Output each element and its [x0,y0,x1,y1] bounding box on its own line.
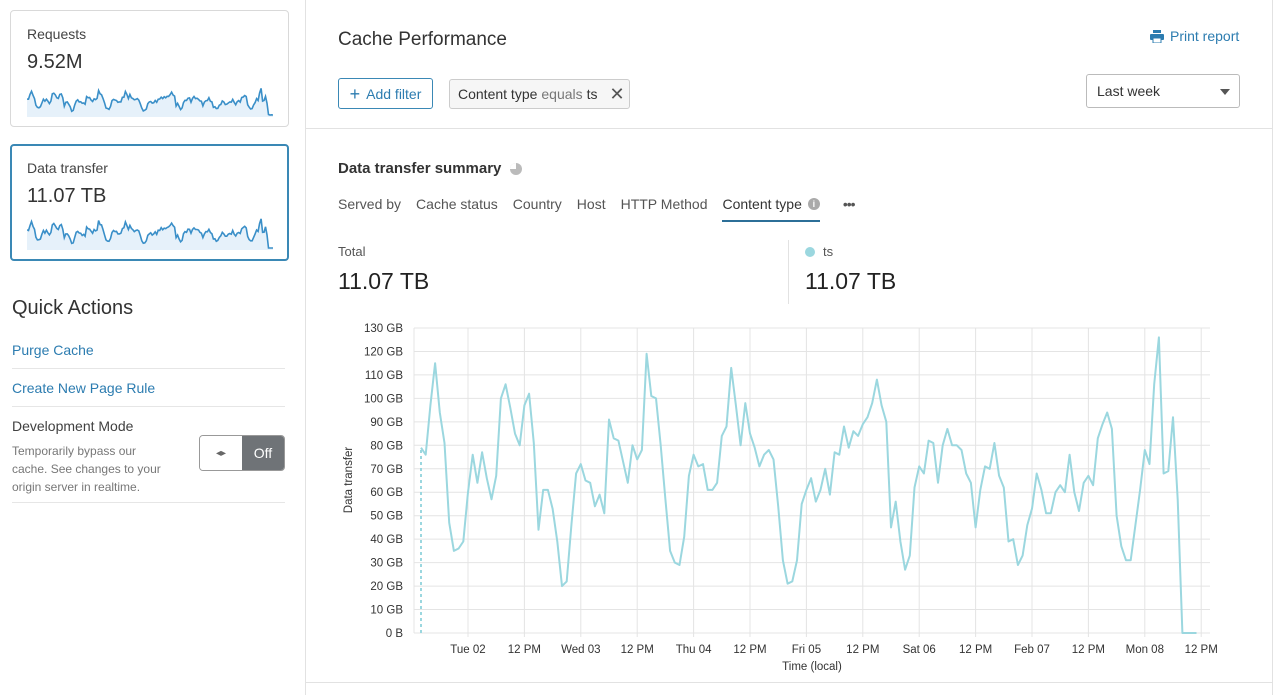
tab-content-type[interactable]: Content type i [722,196,820,222]
x-tick-label: 12 PM [1072,644,1105,656]
tab-served-by[interactable]: Served by [338,196,401,222]
divider [306,682,1273,683]
time-range-value: Last week [1097,83,1161,99]
requests-sparkline [27,87,273,117]
toggle-arrows-icon: ◂▸ [200,436,242,470]
y-tick-label: 130 GB [364,323,403,335]
dev-mode-toggle[interactable]: ◂▸ Off [199,435,285,471]
summary-tabs: Served by Cache status Country Host HTTP… [338,196,870,222]
x-tick-label: Mon 08 [1126,644,1164,656]
add-filter-label: Add filter [366,85,422,102]
plus-icon: + [349,83,361,104]
print-report-link[interactable]: Print report [1150,28,1239,44]
series-label: ts [823,244,834,259]
quick-actions-title: Quick Actions [12,297,134,319]
x-tick-label: 12 PM [959,644,992,656]
y-tick-label: 120 GB [364,346,403,358]
sparkline-area [27,88,273,117]
divider [306,128,1273,129]
x-tick-label: 12 PM [1185,644,1218,656]
sidebar: Requests 9.52M Data transfer 11.07 TB Qu… [0,0,306,695]
y-tick-label: 10 GB [370,605,403,617]
dev-mode-description: Temporarily bypass our cache. See change… [12,444,161,494]
printer-icon [1150,29,1164,43]
dev-mode-title: Development Mode [12,418,134,434]
y-axis-title: Data transfer [343,447,355,514]
data-transfer-card[interactable]: Data transfer 11.07 TB [10,144,289,261]
caret-down-icon [1220,89,1230,95]
filter-value: ts [586,86,598,102]
pie-chart-icon[interactable] [509,162,523,176]
series-line-ts [420,336,1197,634]
y-tick-label: 110 GB [365,370,403,382]
x-tick-label: Feb 07 [1014,644,1050,656]
sparkline-line [27,218,273,249]
y-tick-label: 30 GB [370,558,403,570]
divider [12,368,285,369]
x-tick-label: 12 PM [733,644,766,656]
print-report-label: Print report [1170,28,1240,44]
y-tick-label: 80 GB [370,440,403,452]
requests-card[interactable]: Requests 9.52M [10,10,289,127]
x-tick-label: 12 PM [621,644,654,656]
y-tick-label: 20 GB [370,581,403,593]
sparkline-line [27,87,273,116]
card-label: Data transfer [27,160,108,176]
divider [788,240,789,304]
card-value: 9.52M [27,51,83,73]
card-value: 11.07 TB [27,185,107,207]
divider [12,406,285,407]
x-tick-label: 12 PM [508,644,541,656]
x-tick-label: Tue 02 [450,644,485,656]
tab-label: Host [576,196,606,212]
x-tick-label: Fri 05 [792,644,821,656]
x-tick-label: 12 PM [846,644,879,656]
x-tick-label: Thu 04 [676,644,712,656]
series-value: 11.07 TB [805,268,897,294]
sparkline-area [27,218,273,250]
toggle-state: Off [242,436,284,470]
add-filter-button[interactable]: + Add filter [338,78,433,109]
y-tick-label: 50 GB [370,511,403,523]
filter-field: Content type [458,86,538,102]
page-title: Cache Performance [338,29,507,50]
y-tick-label: 100 GB [364,393,403,405]
tab-label: Cache status [416,196,498,212]
more-tabs-button[interactable]: ••• [842,196,856,212]
tab-cache-status[interactable]: Cache status [416,196,498,222]
total-value: 11.07 TB [338,268,430,294]
tab-label: HTTP Method [620,196,708,212]
y-tick-label: 90 GB [370,417,403,429]
summary-title: Data transfer summary [338,160,523,177]
purge-cache-link[interactable]: Purge Cache [12,342,94,358]
data-transfer-sparkline [27,218,273,250]
filter-operator: equals [541,86,583,102]
tab-label: Served by [338,196,402,212]
data-transfer-chart: 0 B 10 GB 20 GB 30 GB 40 GB 50 GB 60 GB 70 GB 80… [343,323,1218,673]
info-icon[interactable]: i [807,198,820,210]
total-label: Total [338,244,366,259]
y-tick-label: 70 GB [370,464,403,476]
series-color-dot [805,246,815,257]
tab-country[interactable]: Country [513,196,562,222]
y-tick-label: 60 GB [370,487,403,499]
y-tick-label: 0 B [386,628,404,640]
tab-label: Country [512,196,562,212]
card-label: Requests [27,26,87,42]
series-legend: ts [805,244,833,259]
time-range-select[interactable]: Last week [1086,74,1240,108]
close-icon[interactable]: ✕ [609,83,625,104]
y-tick-label: 40 GB [370,534,403,546]
divider [12,502,285,503]
main-panel [306,0,1273,695]
x-axis-title: Time (local) [782,661,842,673]
tab-label: Content type [722,196,802,212]
summary-title-text: Data transfer summary [338,160,502,177]
x-tick-label: Sat 06 [903,644,936,656]
filter-chip[interactable]: Content type equals ts ✕ [449,79,630,109]
tab-host[interactable]: Host [577,196,606,222]
x-tick-label: Wed 03 [561,644,600,656]
create-page-rule-link[interactable]: Create New Page Rule [12,380,156,396]
tab-http-method[interactable]: HTTP Method [621,196,708,222]
